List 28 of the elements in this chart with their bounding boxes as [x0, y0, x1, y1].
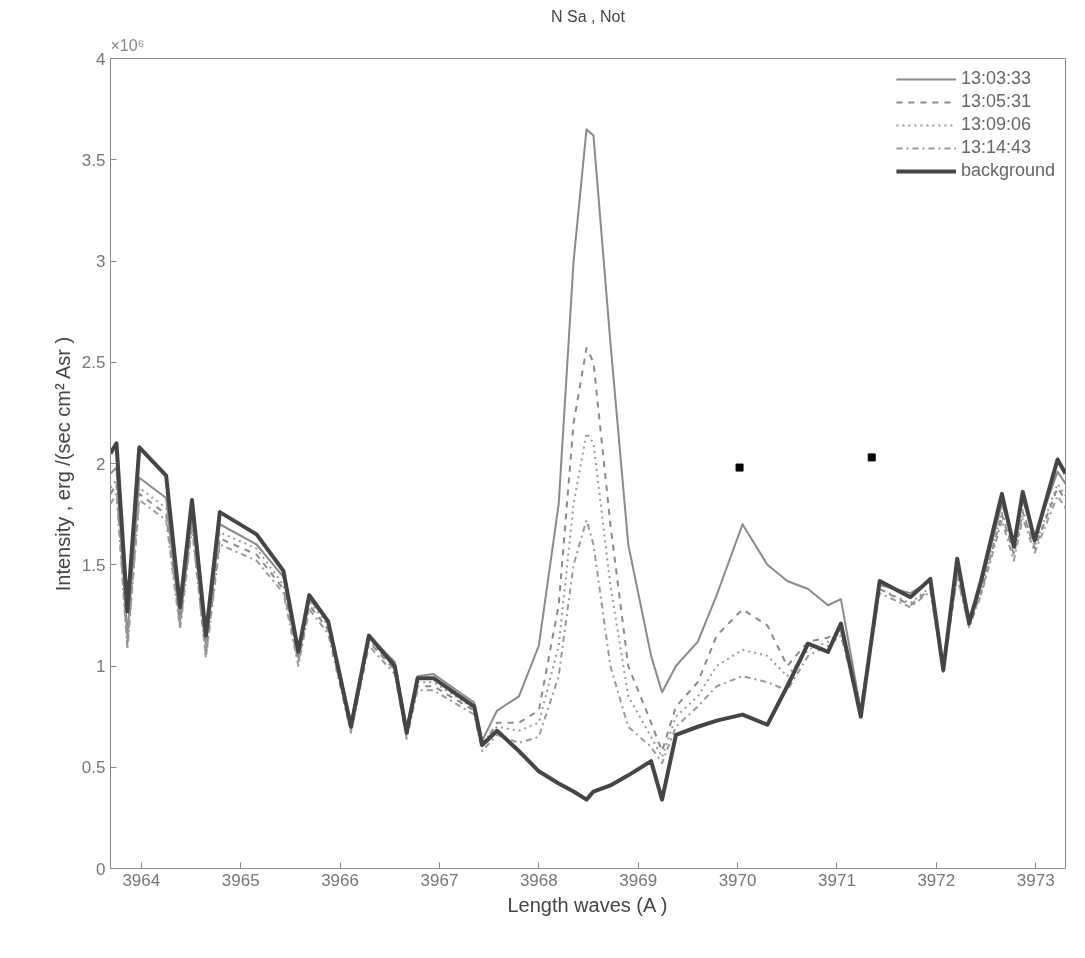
legend-label: 13:14:43: [960, 137, 1031, 158]
y-tick-label: 2.5: [81, 353, 106, 373]
x-tick-label: 3971: [818, 870, 856, 890]
legend-label: 13:05:31: [960, 91, 1031, 112]
y-tick-label: 0.5: [81, 758, 106, 778]
x-tick-label: 3966: [321, 870, 359, 890]
chart-title: N Sa , Not: [551, 7, 626, 25]
y-tick-label: 1: [96, 657, 106, 676]
x-tick-label: 3964: [122, 870, 161, 890]
legend-label: 13:03:33: [960, 68, 1031, 89]
text: ×10⁶: [110, 36, 145, 54]
x-tick-label: 3968: [519, 870, 558, 890]
y-tick-label: 4: [96, 49, 106, 69]
y-tick-label: 0: [96, 859, 106, 879]
y-tick-label: 3.5: [81, 150, 106, 170]
x-tick-label: 3973: [1016, 870, 1055, 890]
y-tick-label: 2: [96, 454, 106, 474]
x-tick-label: 3972: [917, 870, 956, 890]
y-tick-label: 1.5: [81, 555, 106, 575]
y-tick-label: 3: [96, 252, 106, 271]
legend-label: background: [960, 160, 1055, 181]
x-tick-label: 3967: [420, 870, 459, 890]
legend-label: 13:09:06: [960, 114, 1031, 135]
y-axis-title: Intensity , erg /(sec cm² Asr ): [51, 336, 74, 592]
x-tick-label: 3965: [221, 870, 260, 890]
x-axis-title: Length waves (A ): [507, 893, 668, 916]
x-tick-label: 3969: [619, 870, 658, 890]
x-tick-label: 3970: [718, 870, 757, 890]
